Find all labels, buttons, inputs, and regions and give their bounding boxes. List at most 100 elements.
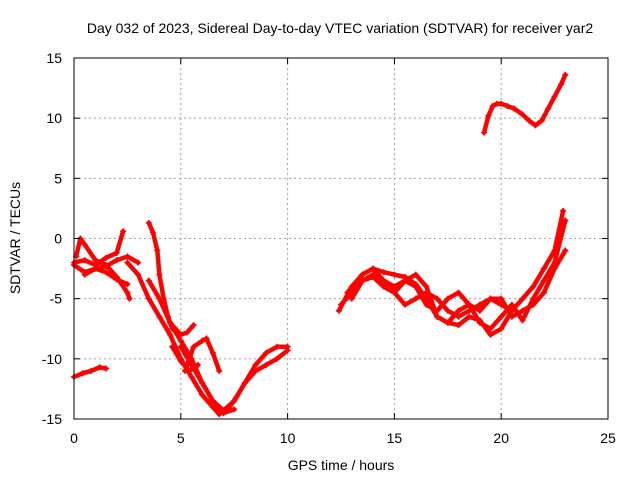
data-point xyxy=(370,274,377,281)
data-point xyxy=(103,365,110,372)
grid xyxy=(74,58,608,419)
data-point xyxy=(455,313,462,320)
data-point xyxy=(241,379,248,386)
data-point xyxy=(190,322,197,329)
data-point xyxy=(124,289,131,296)
data-point xyxy=(103,254,110,261)
x-axis-label: GPS time / hours xyxy=(288,457,395,473)
series-line xyxy=(170,344,201,374)
x-tick-label: 25 xyxy=(600,430,616,446)
series-line xyxy=(167,320,237,416)
data-point xyxy=(380,277,387,284)
data-point xyxy=(120,228,127,235)
data-point xyxy=(391,289,398,296)
data-point xyxy=(519,317,526,324)
series-trace-l xyxy=(169,343,201,374)
data-point xyxy=(154,247,161,254)
data-point xyxy=(455,322,462,329)
data-point xyxy=(177,337,184,344)
data-point xyxy=(540,277,547,284)
data-point xyxy=(530,295,537,302)
data-point xyxy=(194,361,201,368)
data-point xyxy=(209,397,216,404)
data-point xyxy=(551,265,558,272)
data-point xyxy=(190,343,197,350)
data-point xyxy=(135,271,142,278)
data-point xyxy=(103,269,110,276)
data-point xyxy=(81,241,88,248)
x-tick-label: 5 xyxy=(177,430,185,446)
data-point xyxy=(348,295,355,302)
data-point xyxy=(359,277,366,284)
data-point xyxy=(126,295,133,302)
data-point xyxy=(273,355,280,362)
data-point xyxy=(188,373,195,380)
data-point xyxy=(455,307,462,314)
data-point xyxy=(145,277,152,284)
data-point xyxy=(402,277,409,284)
data-point xyxy=(216,367,223,374)
data-point xyxy=(530,283,537,290)
series-trace-e xyxy=(71,364,110,380)
data-point xyxy=(412,271,419,278)
data-point xyxy=(412,295,419,302)
chart-title: Day 032 of 2023, Sidereal Day-to-day VTE… xyxy=(87,20,593,36)
data-point xyxy=(402,301,409,308)
data-point xyxy=(184,329,191,336)
data-point xyxy=(508,313,515,320)
data-point xyxy=(156,271,163,278)
data-point xyxy=(81,257,88,264)
data-point xyxy=(380,283,387,290)
data-point xyxy=(562,71,569,78)
data-point xyxy=(335,307,342,314)
data-point xyxy=(135,259,142,266)
data-point xyxy=(391,283,398,290)
data-point xyxy=(370,265,377,272)
data-point xyxy=(231,406,238,413)
series-trace-p xyxy=(348,247,569,326)
data-point xyxy=(538,117,545,124)
data-point xyxy=(466,313,473,320)
data-point xyxy=(551,93,558,100)
data-point xyxy=(498,313,505,320)
data-point xyxy=(88,367,95,374)
data-point xyxy=(487,295,494,302)
data-point xyxy=(444,295,451,302)
data-point xyxy=(252,361,259,368)
data-point xyxy=(199,391,206,398)
data-point xyxy=(79,370,86,377)
data-point xyxy=(476,307,483,314)
data-point xyxy=(231,397,238,404)
data-point xyxy=(199,379,206,386)
y-tick-label: 10 xyxy=(46,110,62,126)
series-trace-j xyxy=(167,319,238,416)
data-point xyxy=(508,301,515,308)
data-point xyxy=(113,276,120,283)
data-point xyxy=(186,367,193,374)
data-point xyxy=(487,325,494,332)
data-point xyxy=(540,265,547,272)
data-point xyxy=(423,283,430,290)
y-tick-label: -10 xyxy=(42,351,62,367)
axis-ticks: 0 5 10 15 20 25 -15 -10 -5 0 5 10 15 xyxy=(42,50,616,446)
data-point xyxy=(466,301,473,308)
data-point xyxy=(481,129,488,136)
y-tick-label: 5 xyxy=(54,170,62,186)
y-tick-label: 15 xyxy=(46,50,62,66)
data-point xyxy=(511,105,518,112)
data-point xyxy=(562,217,569,224)
data-point xyxy=(284,343,291,350)
data-point xyxy=(540,289,547,296)
data-point xyxy=(504,103,511,110)
data-point xyxy=(169,343,176,350)
data-point xyxy=(485,112,492,119)
data-point xyxy=(199,337,206,344)
data-point xyxy=(81,271,88,278)
data-point xyxy=(545,105,552,112)
y-tick-label: 0 xyxy=(54,231,62,247)
data-point xyxy=(525,117,532,124)
data-point xyxy=(338,301,344,308)
data-point xyxy=(498,325,505,332)
data-point xyxy=(203,335,210,342)
